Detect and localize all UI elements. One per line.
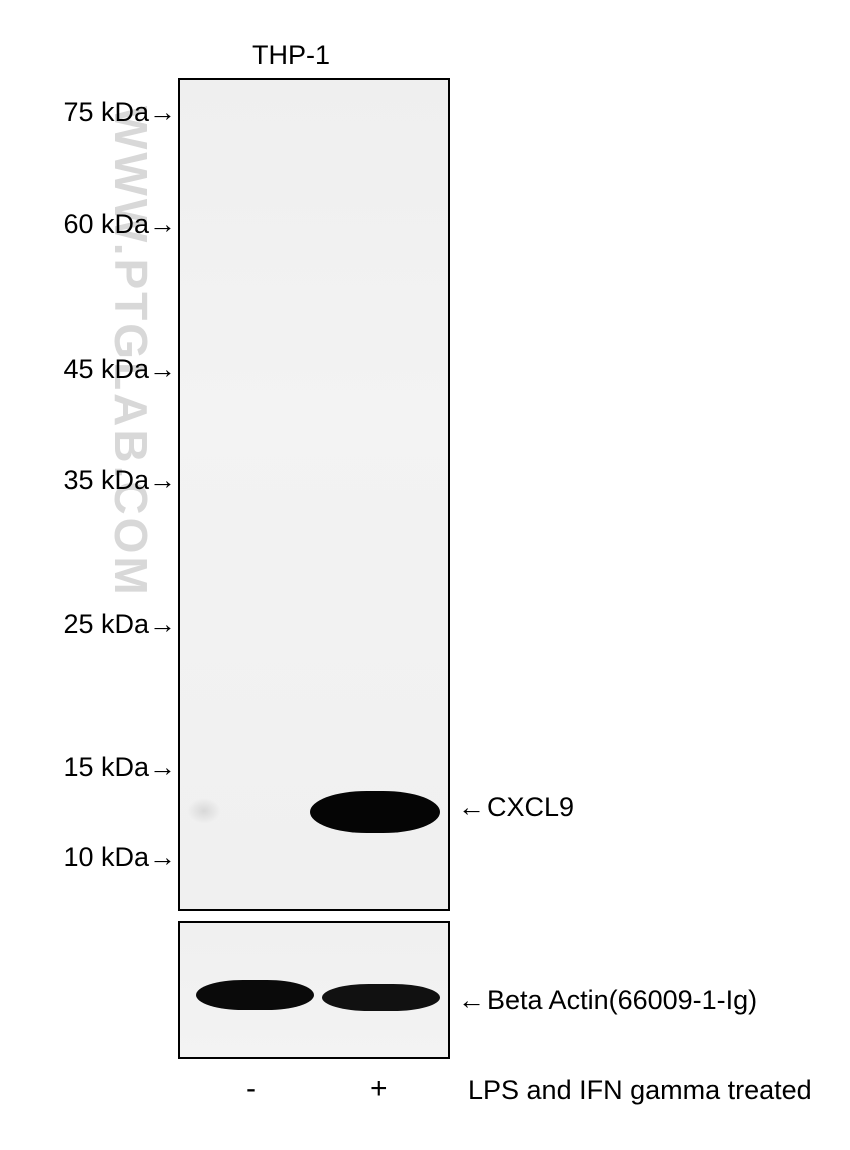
ladder-25: 25 kDa→ xyxy=(26,609,176,640)
lane-plus: + xyxy=(370,1072,388,1106)
ladder-60: 60 kDa→ xyxy=(26,209,176,240)
actin-band-right xyxy=(322,984,440,1011)
faint-band-left xyxy=(187,798,221,824)
main-blot-panel xyxy=(178,78,450,911)
arrow-left-icon: ← xyxy=(458,985,485,1016)
cxcl9-band xyxy=(310,791,440,833)
actin-band-left xyxy=(196,980,314,1010)
sample-label: THP-1 xyxy=(252,40,330,71)
lane-minus: - xyxy=(246,1072,256,1106)
watermark-text: WWW.PTGLAB.COM xyxy=(104,106,158,598)
actin-label: ←Beta Actin(66009-1-Ig) xyxy=(458,985,757,1016)
ladder-35: 35 kDa→ xyxy=(26,465,176,496)
actin-label-text: Beta Actin(66009-1-Ig) xyxy=(487,985,757,1015)
ladder-10: 10 kDa→ xyxy=(26,842,176,873)
cxcl9-label-text: CXCL9 xyxy=(487,792,574,822)
treatment-label: LPS and IFN gamma treated xyxy=(468,1075,812,1106)
ladder-15: 15 kDa→ xyxy=(26,752,176,783)
ladder-45: 45 kDa→ xyxy=(26,354,176,385)
film-background xyxy=(180,80,448,909)
cxcl9-label: ←CXCL9 xyxy=(458,792,574,823)
actin-blot-panel xyxy=(178,921,450,1059)
ladder-75: 75 kDa→ xyxy=(26,97,176,128)
figure-container: WWW.PTGLAB.COM THP-1 75 kDa→ 60 kDa→ 45 … xyxy=(0,0,850,1150)
arrow-left-icon: ← xyxy=(458,792,485,823)
